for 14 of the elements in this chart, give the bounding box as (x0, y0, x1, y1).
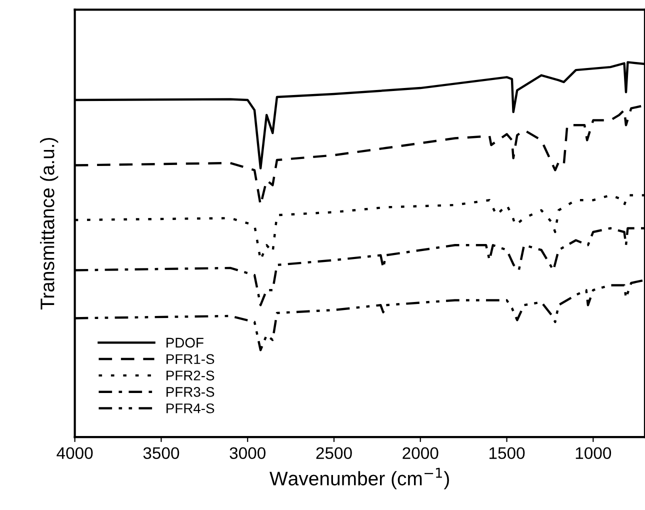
x-axis-title: Wavenumber (cm$^{−1}$) (270, 468, 449, 490)
x-tick-label: 2000 (402, 447, 438, 460)
legend-label: PFR4-S (166, 403, 214, 414)
legend-label: PFR2-S (166, 370, 214, 380)
legend-label: PDOF (166, 338, 204, 348)
x-tick-label: 2500 (316, 447, 352, 460)
x-tick-label: 1000 (576, 447, 612, 460)
x-tick-label: 1500 (490, 447, 525, 460)
x-tick-label: 4000 (56, 447, 93, 460)
y-axis-title: Transmittance (a.u.) (40, 138, 58, 310)
x-tick-label: 3000 (230, 447, 266, 460)
legend-label: PFR1-S (166, 354, 214, 364)
legend-label: PFR3-S (166, 387, 214, 397)
x-tick-label: 3500 (143, 447, 180, 460)
